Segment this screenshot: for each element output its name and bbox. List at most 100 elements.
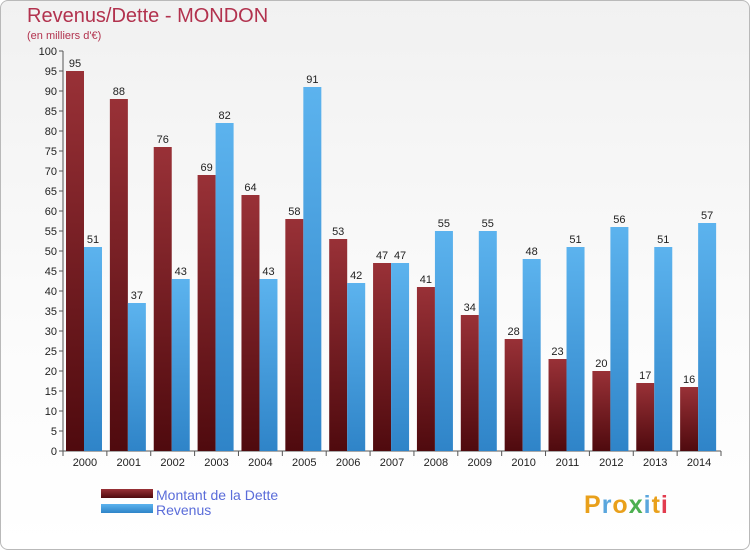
- data-label-dette: 47: [376, 250, 388, 262]
- y-tick-label: 50: [45, 246, 57, 258]
- x-tick-label: 2009: [467, 457, 491, 469]
- data-label-dette: 69: [200, 162, 212, 174]
- data-label-revenus: 55: [482, 218, 494, 230]
- data-label-revenus: 82: [218, 110, 230, 122]
- bar-revenus: [610, 227, 629, 451]
- y-tick-label: 75: [45, 146, 57, 158]
- y-tick-label: 80: [45, 126, 57, 138]
- y-tick-label: 10: [45, 406, 57, 418]
- x-tick-label: 2011: [556, 457, 580, 469]
- data-label-dette: 64: [244, 182, 256, 194]
- data-label-dette: 88: [113, 86, 125, 98]
- logo-letter: o: [612, 491, 629, 519]
- logo-letter: t: [651, 491, 661, 519]
- data-label-revenus: 47: [394, 250, 406, 262]
- y-tick-label: 70: [45, 166, 57, 178]
- bar-dette: [329, 239, 348, 451]
- data-label-revenus: 91: [306, 74, 318, 86]
- data-label-revenus: 56: [613, 214, 625, 226]
- x-tick-label: 2008: [424, 457, 448, 469]
- bar-dette: [592, 371, 611, 451]
- bar-revenus: [434, 231, 453, 451]
- y-axis: 0 5 10 15 20 25 30 35 40 45 50 55 60 65 70 75 80 85 90 95 10…: [39, 46, 64, 458]
- x-tick-label: 2010: [511, 457, 535, 469]
- y-tick-label: 0: [51, 446, 57, 458]
- x-axis: 2000 2001 2002 2003 2004 2005 2006 2007 2008 2009…: [62, 450, 722, 469]
- x-tick-label: 2014: [687, 457, 711, 469]
- bar-dette: [241, 195, 260, 451]
- data-label-dette: 23: [551, 346, 563, 358]
- proxiti-logo: Proxiti: [584, 491, 669, 520]
- legend-swatch-revenus: [101, 504, 153, 513]
- bar-revenus: [566, 247, 585, 451]
- y-tick-label: 45: [45, 266, 57, 278]
- data-label-dette: 41: [420, 274, 432, 286]
- data-label-dette: 53: [332, 226, 344, 238]
- y-tick-label: 20: [45, 366, 57, 378]
- logo-letter: P: [584, 491, 602, 519]
- data-label-revenus: 55: [438, 218, 450, 230]
- legend-swatch-dette: [101, 489, 153, 498]
- chart-subtitle: (en milliers d'€): [27, 30, 102, 42]
- bar-revenus: [698, 223, 717, 451]
- data-label-revenus: 57: [701, 210, 713, 222]
- x-tick-label: 2000: [73, 457, 97, 469]
- data-labels-group: 95 51 88 37 76 43 69 82 64 43 58 91 53 42 47 47 41 55 34 55…: [69, 58, 713, 386]
- bar-revenus: [303, 87, 322, 451]
- bar-dette: [285, 219, 304, 451]
- y-tick-label: 25: [45, 346, 57, 358]
- data-label-revenus: 42: [350, 270, 362, 282]
- legend-label-revenus: Revenus: [156, 502, 211, 518]
- bar-dette: [416, 287, 435, 451]
- data-label-dette: 95: [69, 58, 81, 70]
- logo-letter: i: [643, 491, 652, 519]
- x-tick-label: 2007: [380, 457, 404, 469]
- y-tick-label: 95: [45, 66, 57, 78]
- bar-dette: [460, 315, 479, 451]
- x-tick-label: 2002: [160, 457, 184, 469]
- bar-revenus: [84, 247, 102, 451]
- y-tick-label: 85: [45, 106, 57, 118]
- x-tick-label: 2012: [599, 457, 623, 469]
- chart-title: Revenus/Dette - MONDON: [27, 5, 269, 27]
- x-tick-label: 2001: [117, 457, 141, 469]
- y-tick-label: 5: [51, 426, 57, 438]
- y-tick-label: 30: [45, 326, 57, 338]
- data-label-revenus: 51: [87, 234, 99, 246]
- bar-revenus: [478, 231, 497, 451]
- x-tick-label: 2013: [643, 457, 667, 469]
- y-tick-label: 65: [45, 186, 57, 198]
- y-tick-label: 40: [45, 286, 57, 298]
- logo-letter: r: [601, 491, 613, 519]
- y-tick-label: 90: [45, 86, 57, 98]
- data-label-dette: 17: [639, 370, 651, 382]
- legend: Montant de la Dette Revenus: [101, 487, 278, 518]
- bar-dette: [504, 339, 523, 451]
- data-label-dette: 20: [595, 358, 607, 370]
- x-tick-label: 2006: [336, 457, 360, 469]
- logo-letter: i: [660, 491, 669, 519]
- bar-revenus: [347, 283, 366, 451]
- x-tick-label: 2005: [292, 457, 316, 469]
- bar-dette: [680, 387, 699, 451]
- data-label-revenus: 51: [569, 234, 581, 246]
- y-tick-label: 35: [45, 306, 57, 318]
- bar-revenus: [171, 279, 190, 451]
- data-label-dette: 58: [288, 206, 300, 218]
- bar-dette: [373, 263, 392, 451]
- legend-label-dette: Montant de la Dette: [156, 487, 278, 503]
- data-label-dette: 76: [157, 134, 169, 146]
- y-tick-label: 60: [45, 206, 57, 218]
- data-label-revenus: 48: [526, 246, 538, 258]
- bar-revenus: [215, 123, 234, 451]
- data-label-revenus: 51: [657, 234, 669, 246]
- bar-dette: [636, 383, 655, 451]
- bar-revenus: [654, 247, 673, 451]
- data-label-dette: 34: [464, 302, 476, 314]
- data-label-revenus: 43: [262, 266, 274, 278]
- bars-group: [66, 71, 717, 451]
- bar-revenus: [391, 263, 410, 451]
- x-tick-label: 2003: [204, 457, 228, 469]
